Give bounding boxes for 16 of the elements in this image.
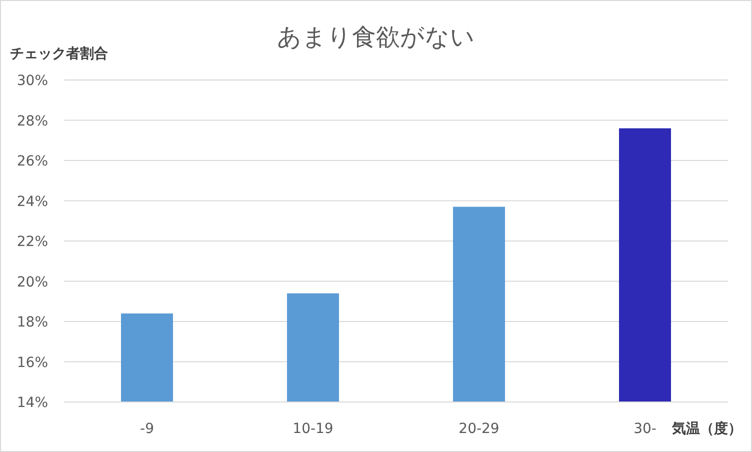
x-tick-label: -9 (140, 421, 154, 437)
chart-title: あまり食欲がない (277, 23, 475, 51)
x-tick-label: 30- (634, 421, 656, 437)
y-tick-label: 22% (16, 234, 48, 250)
y-tick-label: 18% (16, 314, 48, 330)
y-tick-label: 28% (16, 113, 48, 130)
y-tick-label: 20% (16, 274, 48, 290)
y-tick-label: 24% (16, 194, 48, 210)
x-tick-label: 20-29 (458, 421, 500, 437)
y-tick-label: 26% (16, 154, 48, 170)
x-tick-label: 10-19 (292, 421, 334, 437)
y-tick-label: 30% (16, 73, 48, 89)
y-tick-label: 16% (16, 354, 48, 371)
y-axis-title: チェック者割合 (10, 45, 108, 62)
y-tick-label: 14% (16, 395, 48, 411)
x-axis-title: 気温（度） (671, 420, 742, 437)
